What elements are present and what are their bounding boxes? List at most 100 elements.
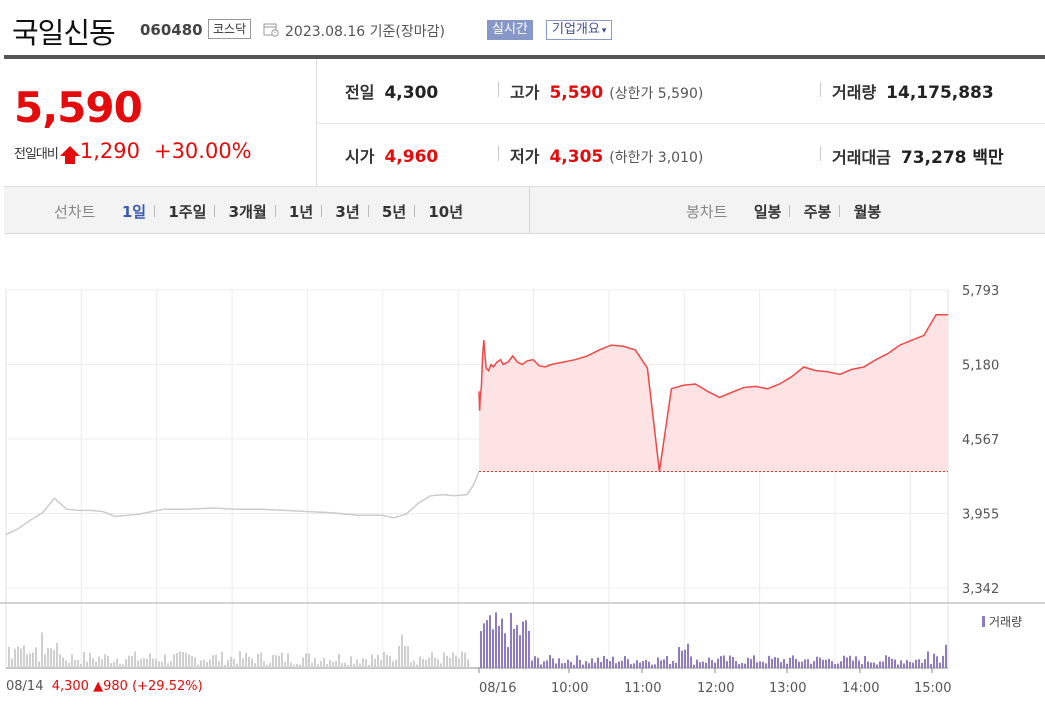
y-tick-label: 5,793: [962, 284, 999, 299]
volume-bar-prev: [101, 659, 103, 668]
volume-bar-today: [486, 620, 488, 668]
volume-bar-today: [483, 623, 485, 668]
volume-bar-today: [720, 656, 722, 668]
volume-bar-today: [876, 664, 878, 668]
volume-bar-today: [600, 661, 602, 668]
volume-bar-prev: [374, 658, 376, 668]
volume-bar-today: [525, 620, 527, 668]
volume-bar-prev: [188, 654, 190, 668]
chart-tabs: 선차트 1일 1주일 3개월 1년 3년 5년 10년 봉차트 일봉 주봉 월봉: [4, 187, 1045, 234]
volume-bar-prev: [26, 654, 28, 668]
tab-1day[interactable]: 1일: [121, 203, 147, 221]
volume-bar-prev: [248, 656, 250, 668]
volume-bar-prev: [206, 661, 208, 668]
volume-bar-prev: [29, 653, 31, 668]
volume-bar-today: [762, 661, 764, 668]
volume-bar-today: [795, 658, 797, 668]
volume-bar-prev: [65, 660, 67, 668]
volume-bar-prev: [275, 655, 277, 668]
current-price: 5,590: [14, 83, 143, 132]
tab-3month[interactable]: 3개월: [228, 203, 267, 221]
volume-bar-prev: [191, 656, 193, 668]
volume-bar-today: [645, 659, 647, 668]
volume-bar-prev: [353, 663, 355, 668]
volume-bar-today: [627, 659, 629, 668]
tab-weekly-candle[interactable]: 주봉: [803, 203, 832, 221]
volume-bar-prev: [149, 653, 151, 668]
volume-bar-prev: [203, 659, 205, 668]
tab-1week[interactable]: 1주일: [168, 203, 207, 221]
current-price-box: 5,590 전일대비 1,290 +30.00%: [4, 59, 317, 187]
volume-bar-today: [864, 656, 866, 668]
volume-bar-prev: [278, 655, 280, 668]
tab-3year[interactable]: 3년: [335, 203, 360, 221]
tab-10year[interactable]: 10년: [428, 203, 464, 221]
volume-bar-today: [501, 618, 503, 668]
volume-bar-today: [690, 656, 692, 668]
volume-bar-prev: [182, 652, 184, 668]
volume-bar-today: [927, 651, 929, 668]
volume-bar-prev: [197, 664, 199, 668]
x-tick-label: 14:00: [842, 681, 879, 696]
volume-bar-today: [606, 659, 608, 668]
x-tick-label: 08/16: [479, 681, 516, 696]
volume-bar-prev: [236, 663, 238, 668]
volume-bar-today: [879, 661, 881, 668]
volume-bar-today: [651, 664, 653, 668]
x-tick-label: 15:00: [914, 681, 951, 696]
volume-bar-today: [594, 662, 596, 668]
volume-bar-prev: [407, 646, 409, 668]
volume-bar-prev: [305, 653, 307, 668]
volume-bar-prev: [350, 656, 352, 668]
volume-bar-today: [678, 647, 680, 668]
volume-bar-prev: [386, 654, 388, 668]
volume-bar-today: [480, 631, 482, 668]
volume-bar-prev: [464, 652, 466, 668]
volume-bar-prev: [416, 664, 418, 668]
volume-bar-prev: [131, 655, 133, 668]
volume-bar-prev: [245, 652, 247, 668]
volume-bar-today: [723, 655, 725, 668]
change-percent: +30.00%: [153, 139, 252, 163]
volume-bar-today: [912, 662, 914, 668]
volume-bar-today: [858, 660, 860, 668]
tab-daily-candle[interactable]: 일봉: [753, 203, 782, 221]
volume-bar-prev: [140, 658, 142, 668]
low-price: 저가 4,305 (하한가 3,010): [498, 143, 703, 167]
realtime-button[interactable]: 실시간: [487, 20, 533, 40]
volume-bar-today: [561, 663, 563, 668]
tab-1year[interactable]: 1년: [288, 203, 314, 221]
volume-bar-today: [570, 661, 572, 668]
volume-bar-prev: [329, 660, 331, 668]
volume-bar-today: [768, 655, 770, 668]
volume-bar-today: [813, 661, 815, 668]
volume-bar-prev: [413, 660, 415, 668]
volume-bar-today: [750, 659, 752, 668]
company-overview-dropdown[interactable]: 기업개요 ▾: [546, 20, 613, 40]
open-price: 시가 4,960: [345, 147, 439, 167]
volume-bar-prev: [80, 663, 82, 668]
volume-bar-today: [489, 615, 491, 668]
volume-bar-prev: [239, 651, 241, 668]
volume-bar-prev: [452, 652, 454, 668]
volume-bar-prev: [113, 661, 115, 668]
volume-bar-prev: [299, 664, 301, 668]
volume-bar-today: [717, 658, 719, 668]
volume-bar-today: [657, 657, 659, 668]
volume-bar-prev: [11, 658, 13, 668]
volume-bar-prev: [32, 652, 34, 668]
volume-bar-today: [648, 661, 650, 668]
volume-bar-today: [870, 662, 872, 668]
volume-bar-today: [729, 655, 731, 668]
volume-bar-today: [933, 653, 935, 668]
volume-bar-prev: [110, 663, 112, 668]
volume-bar-today: [702, 661, 704, 668]
volume-bar-today: [696, 659, 698, 668]
volume-bar-prev: [215, 654, 217, 668]
price-change: 전일대비 1,290 +30.00%: [14, 139, 252, 164]
volume-bar-today: [846, 657, 848, 668]
tab-monthly-candle[interactable]: 월봉: [853, 203, 882, 221]
volume-bar-prev: [38, 661, 40, 668]
volume-bar-prev: [158, 661, 160, 668]
tab-5year[interactable]: 5년: [381, 203, 407, 221]
